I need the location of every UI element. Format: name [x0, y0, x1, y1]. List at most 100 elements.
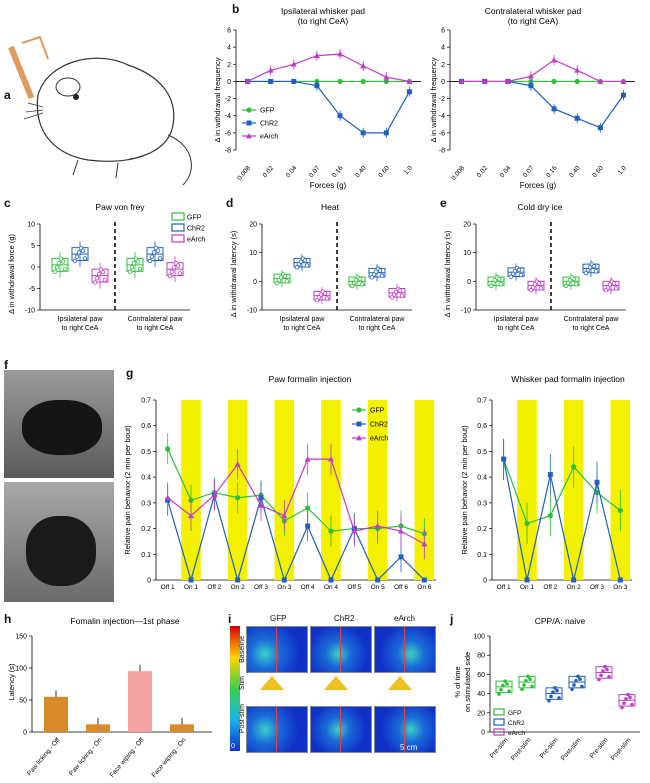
data-point-chr2 [268, 78, 274, 84]
h-ylabel: Latency (s) [7, 663, 16, 701]
y-tick-label: 0 [147, 578, 151, 585]
y-tick-label: 0.3 [141, 500, 151, 507]
data-point [155, 248, 161, 253]
heatmap-cell [246, 706, 308, 753]
stim-triangle [388, 676, 412, 690]
stim-band [563, 400, 584, 580]
b-legend: GFP ChR2 eArch [242, 107, 278, 141]
data-point-earch [421, 541, 428, 547]
data-point [316, 295, 322, 300]
series-line-gfp [167, 448, 425, 535]
legend-swatch [493, 708, 505, 716]
data-point [369, 275, 375, 280]
data-point-earch [281, 512, 288, 519]
y-tick-label: 2 [227, 62, 231, 69]
data-point-earch [374, 523, 381, 529]
y-tick-label: 0.6 [141, 423, 151, 430]
data-point [505, 682, 509, 686]
data-point [555, 688, 559, 693]
data-point [60, 259, 66, 264]
data-point [492, 277, 498, 283]
heatmap-cell [310, 626, 372, 673]
panel-label-a: a [4, 88, 11, 102]
category-label: to right CeA [573, 325, 610, 332]
y-tick-label: 10 [249, 250, 257, 257]
data-point [498, 281, 504, 287]
x-tick-label: Off 5 [347, 584, 361, 591]
g-left-ylabel: Relative pain behavior (2 min per bout) [123, 425, 132, 555]
data-point [585, 267, 591, 273]
data-point [593, 269, 599, 274]
x-tick-label: On 5 [371, 584, 385, 591]
x-tick-label: 0.60 [377, 164, 391, 178]
heatmap-cell [374, 706, 436, 753]
legend-label: eArch [187, 237, 205, 244]
data-point [169, 269, 175, 274]
data-point-chr2 [574, 115, 580, 121]
g-right-ylabel: Relative pain behavior (2 min per bout) [460, 425, 469, 555]
mouse-photo-top [4, 370, 114, 478]
x-tick-label: 0.07 [308, 164, 322, 178]
data-point-chr2 [328, 577, 334, 583]
panel-b-whisker-chart: Ipsilateral whisker pad (to right CeA) C… [213, 6, 635, 190]
x-tick-label: 0.40 [568, 164, 582, 178]
panel-label-d: d [226, 196, 234, 210]
row-label-baseline: Baseline [239, 636, 246, 663]
y-tick-label: 0.2 [477, 526, 487, 533]
colorbar [230, 626, 240, 751]
data-point-chr2 [291, 78, 297, 84]
y-tick-label: 4 [227, 45, 231, 52]
data-point [302, 258, 308, 263]
y-tick-label: -4 [225, 113, 231, 120]
data-point-chr2 [406, 89, 412, 95]
y-tick-label: 0 [467, 279, 471, 286]
legend-swatch [171, 223, 185, 232]
x-tick-label: Off 3 [590, 584, 604, 591]
bar [86, 724, 110, 732]
stim-band [367, 400, 388, 580]
panel-label-c: c [4, 196, 11, 210]
data-point [507, 689, 511, 693]
y-tick-label: 0.6 [477, 423, 487, 430]
panels-cde-boxplots: Paw von frey Heat Cold dry ice Δ in with… [7, 202, 626, 332]
data-point [282, 273, 288, 279]
y-tick-label: 100 [473, 634, 485, 641]
data-point [497, 692, 501, 696]
data-point [76, 250, 82, 255]
data-point [318, 292, 324, 297]
legend-label: eArch [508, 730, 525, 737]
category-label: to right CeA [137, 325, 174, 332]
data-point [510, 271, 516, 277]
data-point-chr2 [501, 456, 507, 462]
row-label-post: Post-stim [239, 704, 246, 734]
legend-swatch [171, 234, 185, 243]
data-point [628, 695, 632, 700]
data-point [603, 288, 609, 293]
panel-label-e: e [440, 196, 447, 210]
data-point [611, 281, 617, 286]
data-point [351, 280, 357, 286]
bar [170, 724, 194, 732]
data-point [508, 274, 514, 279]
category-label: Ipsilateral paw [58, 316, 104, 323]
legend-label: ChR2 [508, 720, 525, 727]
legend-label: GFP [508, 710, 521, 717]
data-point-chr2 [597, 125, 603, 131]
data-point [151, 250, 157, 255]
series-line-chr2 [503, 459, 621, 581]
data-point [522, 683, 526, 687]
data-point [171, 265, 177, 270]
heatmap-divider [404, 707, 405, 752]
d-title: Heat [321, 202, 340, 212]
data-point-gfp [524, 520, 530, 527]
y-tick-label: -10 [247, 308, 257, 315]
e-ylabel: Δ in withdrawal latency (s) [443, 230, 452, 317]
y-tick-label: -8 [225, 148, 231, 155]
data-point-gfp [547, 513, 553, 519]
b-left-title-2: (to right CeA) [298, 16, 349, 26]
data-point-gfp [328, 528, 334, 534]
x-tick-label: On 6 [417, 584, 431, 591]
data-point [353, 277, 359, 283]
data-point-earch [164, 494, 171, 501]
scale-bar [406, 754, 424, 756]
